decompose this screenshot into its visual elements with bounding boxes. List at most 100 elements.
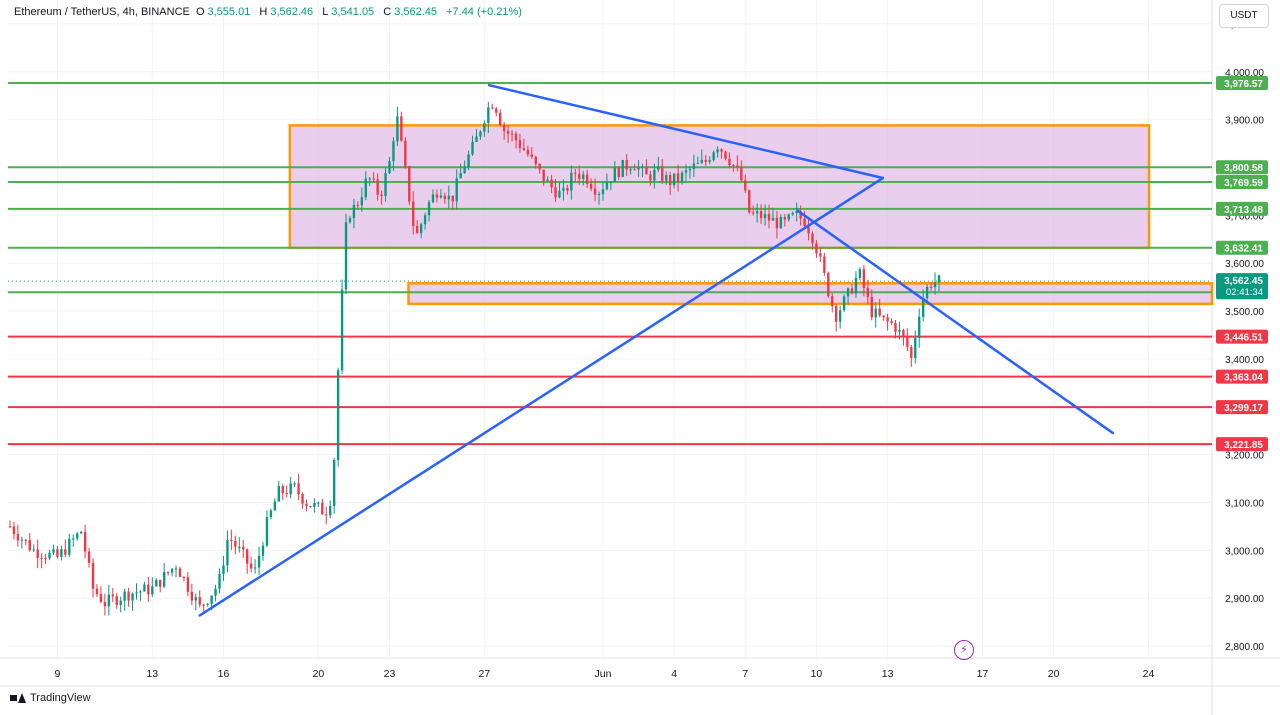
price-tick-label: 3,900.00 xyxy=(1225,116,1264,127)
candle-body xyxy=(309,506,312,508)
candle-body xyxy=(712,152,715,161)
candle-body xyxy=(24,539,27,541)
price-zones xyxy=(288,124,1214,306)
candle-body xyxy=(182,577,186,579)
time-tick-label: 4 xyxy=(671,668,677,680)
candle-body xyxy=(329,506,332,516)
candle-body xyxy=(174,568,178,570)
candle-body xyxy=(866,287,870,298)
open-value: 3,555.01 xyxy=(207,6,251,18)
candle-body xyxy=(831,296,834,307)
candle-body xyxy=(621,160,624,177)
candle-body xyxy=(593,188,597,195)
candle-body xyxy=(613,167,617,182)
candle-body xyxy=(518,140,522,149)
candle-body xyxy=(202,604,205,606)
price-tick-label: 3,200.00 xyxy=(1225,451,1264,462)
candle-body xyxy=(807,225,810,234)
candle-body xyxy=(285,493,288,495)
candle-body xyxy=(815,243,818,254)
candle-body xyxy=(115,596,118,606)
candle-body xyxy=(111,594,114,597)
candle-body xyxy=(206,603,209,605)
candle-body xyxy=(253,567,257,569)
candle-body xyxy=(435,194,439,198)
candle-body xyxy=(16,534,20,541)
level-price-tag: 3,632.41 xyxy=(1216,240,1268,255)
candle-body xyxy=(890,321,893,324)
level-tag-text: 3,221.85 xyxy=(1224,440,1263,451)
candle-body xyxy=(846,288,850,297)
level-tag-bg xyxy=(1216,75,1268,90)
trendlines[interactable] xyxy=(198,83,1115,617)
candle-body xyxy=(585,174,589,184)
open-label: O xyxy=(195,6,205,18)
candle-body xyxy=(103,601,107,607)
tradingview-logo[interactable]: TradingView xyxy=(10,692,91,704)
level-price-tag: 3,713.48 xyxy=(1216,201,1268,216)
candle-body xyxy=(700,159,703,163)
candle-body xyxy=(538,163,541,170)
candle-body xyxy=(159,579,162,587)
candle-body xyxy=(28,540,31,551)
candle-body xyxy=(249,563,253,569)
candle-body xyxy=(475,136,478,142)
candle-body xyxy=(609,181,613,183)
candle-body xyxy=(925,286,929,299)
candle-body xyxy=(546,179,549,182)
candle-body xyxy=(107,594,111,607)
candle-body xyxy=(779,217,783,229)
candle-body xyxy=(740,167,743,181)
candle-body xyxy=(87,551,91,563)
level-tag-bg xyxy=(1216,329,1268,344)
candle-body xyxy=(791,212,794,215)
candle-body xyxy=(344,222,348,290)
candle-body xyxy=(218,574,221,589)
candle-body xyxy=(155,579,158,587)
candle-body xyxy=(641,166,644,168)
candle-body xyxy=(653,169,656,181)
time-axis[interactable]: 9 13 16 20 23 27 Jun 4 7 10 13 17 20 24 xyxy=(55,668,1155,680)
time-tick-label: 7 xyxy=(742,668,748,680)
candle-body xyxy=(257,555,261,568)
level-tag-bg xyxy=(1216,369,1268,384)
candle-body xyxy=(162,571,166,587)
candle-body xyxy=(36,549,39,558)
candle-body xyxy=(696,162,700,164)
candle-body xyxy=(724,151,727,159)
candle-body xyxy=(56,549,59,557)
candle-body xyxy=(404,140,407,167)
currency-button[interactable]: USDT xyxy=(1219,4,1269,28)
candle-body xyxy=(119,600,122,606)
candle-body xyxy=(665,175,668,181)
high-value: 3,562.46 xyxy=(270,6,314,18)
candle-body xyxy=(186,577,190,592)
time-tick-label: 17 xyxy=(977,668,989,680)
candle-body xyxy=(289,483,292,495)
candle-body xyxy=(558,190,561,198)
candle-body xyxy=(471,141,474,155)
candle-body xyxy=(566,187,569,191)
candle-body xyxy=(226,539,229,566)
candle-body xyxy=(20,539,24,541)
time-tick-label: 13 xyxy=(146,668,158,680)
candle-body xyxy=(277,486,280,502)
lightning-icon[interactable]: ⚡ xyxy=(954,640,974,660)
candle-body xyxy=(542,169,545,182)
candle-body xyxy=(550,179,553,188)
candle-body xyxy=(914,337,917,358)
candle-body xyxy=(190,591,194,601)
candle-body xyxy=(495,108,498,113)
brand-name: TradingView xyxy=(30,692,91,704)
symbol-name[interactable]: Ethereum / TetherUS, 4h, BINANCE xyxy=(14,6,190,18)
candle-body xyxy=(127,591,130,601)
candle-body xyxy=(72,538,75,540)
candle-body xyxy=(886,317,889,322)
candle-body xyxy=(376,179,379,195)
candle-body xyxy=(143,584,146,592)
level-tag-bg xyxy=(1216,160,1268,175)
candle-body xyxy=(234,540,237,547)
candle-body xyxy=(396,116,399,142)
candle-body xyxy=(835,306,838,322)
